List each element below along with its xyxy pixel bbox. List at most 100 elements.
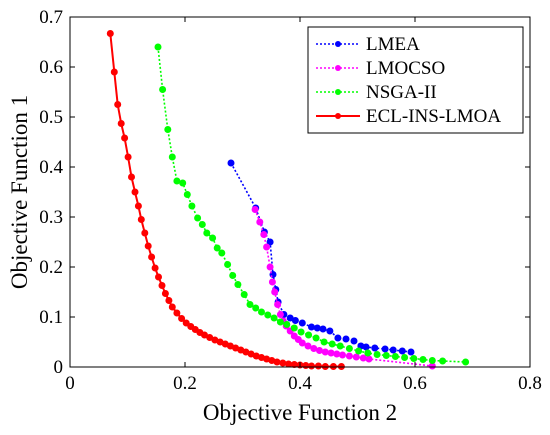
legend-entry: ECL-INS-LMOA <box>316 106 501 127</box>
data-point <box>203 229 211 237</box>
data-point <box>327 349 335 357</box>
data-point <box>161 290 169 297</box>
data-point <box>121 134 129 142</box>
data-point <box>178 315 186 322</box>
data-point <box>246 301 254 308</box>
data-point <box>439 357 447 365</box>
data-point <box>168 303 176 311</box>
data-point <box>308 323 315 331</box>
data-point <box>339 351 346 359</box>
data-point <box>310 345 318 352</box>
data-point <box>320 338 328 346</box>
y-tick-label: 0.5 <box>39 107 63 128</box>
data-point <box>158 282 166 289</box>
data-point <box>428 357 436 364</box>
x-tick-label: 0.4 <box>288 373 312 394</box>
data-point <box>168 153 176 161</box>
data-point <box>401 354 409 361</box>
legend-swatch-marker <box>335 89 341 95</box>
legend-label: ECL-INS-LMOA <box>366 106 501 127</box>
y-tick-label: 0.1 <box>39 307 63 328</box>
data-point <box>373 351 381 358</box>
data-point <box>124 153 132 161</box>
data-point <box>381 345 389 353</box>
data-point <box>251 206 259 213</box>
data-point <box>173 177 181 185</box>
data-point <box>391 353 399 360</box>
data-point <box>328 340 336 348</box>
data-point <box>359 354 367 362</box>
data-point <box>114 101 122 108</box>
data-point <box>342 335 350 343</box>
y-tick-label: 0.2 <box>39 257 63 278</box>
data-point <box>291 317 299 324</box>
data-point <box>264 311 272 319</box>
data-point <box>290 324 298 332</box>
data-point <box>279 359 287 367</box>
data-point <box>224 261 232 268</box>
legend-label: LMEA <box>366 34 420 55</box>
data-point <box>270 314 278 322</box>
data-point <box>151 264 159 272</box>
data-point <box>410 355 418 362</box>
legend-swatch-marker <box>335 65 341 71</box>
data-point <box>298 319 306 327</box>
legend-swatch-marker <box>335 113 341 119</box>
data-point <box>110 68 118 76</box>
data-point <box>276 318 284 326</box>
data-point <box>362 343 370 351</box>
data-point <box>218 249 226 257</box>
data-point <box>148 253 156 261</box>
data-point <box>198 221 206 228</box>
series-nsga-ii <box>154 43 470 366</box>
data-point <box>334 334 342 342</box>
data-point <box>285 360 292 368</box>
data-point <box>352 353 360 361</box>
data-point <box>319 325 327 333</box>
data-point <box>252 304 260 312</box>
data-point <box>313 324 321 332</box>
data-point <box>345 352 353 360</box>
data-point <box>326 327 334 335</box>
legend-entry: LMOCSO <box>316 58 445 79</box>
data-point <box>258 308 265 316</box>
data-point <box>462 358 470 366</box>
data-point <box>266 238 274 246</box>
data-point <box>305 331 313 339</box>
x-tick-label: 0 <box>65 373 75 394</box>
data-point <box>227 159 235 167</box>
x-tick-label: 0.6 <box>403 373 427 394</box>
y-axis-label: Objective Function 1 <box>7 95 32 289</box>
data-point <box>137 216 145 223</box>
data-point <box>164 126 172 133</box>
data-point <box>276 311 284 318</box>
data-point <box>321 348 329 356</box>
data-point <box>155 273 162 281</box>
data-point <box>209 234 217 242</box>
y-axis: 0 0.1 0.2 0.3 0.4 0.5 0.6 0.7 <box>39 7 530 378</box>
data-point <box>304 342 312 350</box>
data-point <box>336 342 344 350</box>
legend-entry: LMEA <box>316 34 420 55</box>
legend-swatch-marker <box>335 41 341 47</box>
data-point <box>364 349 372 357</box>
data-point <box>183 191 191 198</box>
y-tick-label: 0.3 <box>39 207 63 228</box>
data-point <box>256 218 264 226</box>
data-point <box>159 86 167 93</box>
data-point <box>419 356 427 363</box>
y-tick-label: 0 <box>54 357 64 378</box>
data-point <box>154 43 162 51</box>
y-tick-label: 0.7 <box>39 7 63 28</box>
data-point <box>173 309 181 317</box>
data-point <box>308 362 315 370</box>
data-point <box>134 202 142 210</box>
data-point <box>179 179 187 187</box>
data-point <box>283 321 291 328</box>
data-point <box>182 319 190 327</box>
x-axis-label: Objective Function 2 <box>203 400 397 425</box>
series-layer <box>106 30 470 370</box>
legend-entry: NSGA-II <box>316 82 437 103</box>
data-point <box>117 120 125 127</box>
data-point <box>273 358 281 366</box>
